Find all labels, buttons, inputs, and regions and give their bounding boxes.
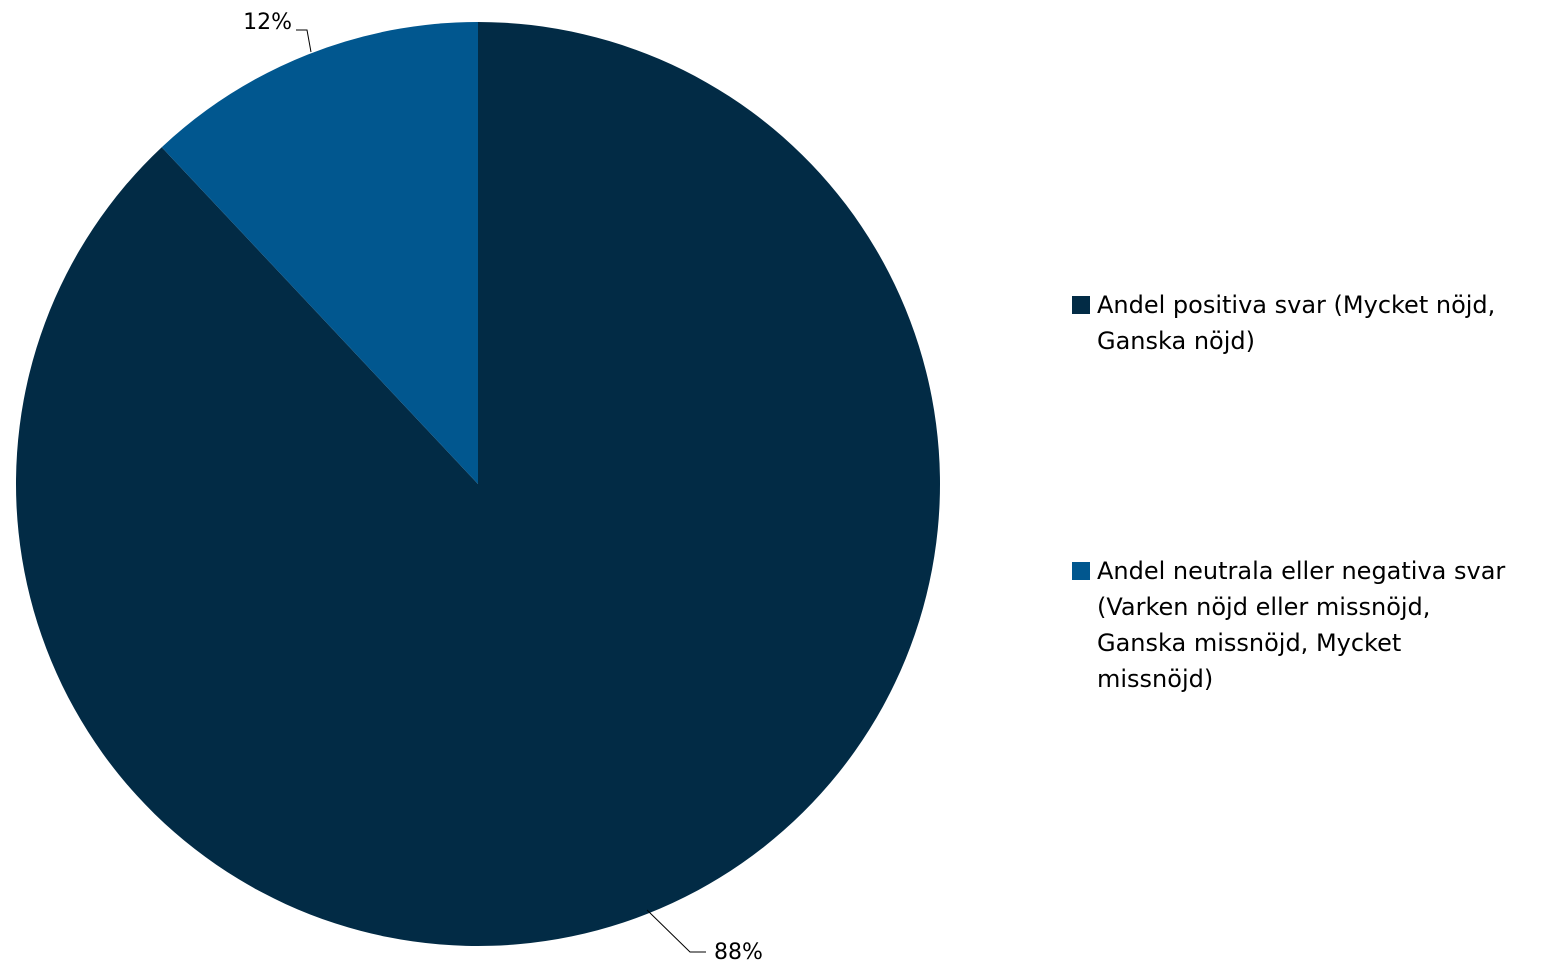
pie-slice [161,22,478,484]
legend-swatch [1072,562,1090,580]
legend-item: Andel positiva svar (Mycket nöjd, Ganska … [1072,291,1495,355]
legend: Andel positiva svar (Mycket nöjd, Ganska … [1072,291,1505,693]
legend-label-line: Ganska nöjd) [1097,327,1255,355]
leader-lines [296,29,706,953]
legend-label-line: (Varken nöjd eller missnöjd, [1097,593,1430,621]
legend-label: Andel positiva svar (Mycket nöjd, Ganska … [1097,291,1495,355]
leader-line [296,29,312,53]
legend-label: Andel neutrala eller negativa svar (Varke… [1097,557,1505,693]
leader-line [646,909,706,953]
data-label: 88% [714,940,763,962]
legend-label-line: Andel positiva svar (Mycket nöjd, [1097,291,1495,319]
data-labels: 88% 12% [243,10,763,962]
legend-label-line: missnöjd) [1097,665,1213,693]
data-label: 12% [243,10,292,35]
pie-slice [15,22,940,946]
pie-slices [15,22,940,946]
legend-item: Andel neutrala eller negativa svar (Varke… [1072,557,1505,693]
legend-swatch [1072,296,1090,314]
legend-label-line: Ganska missnöjd, Mycket [1097,629,1401,657]
legend-label-line: Andel neutrala eller negativa svar [1097,557,1505,585]
